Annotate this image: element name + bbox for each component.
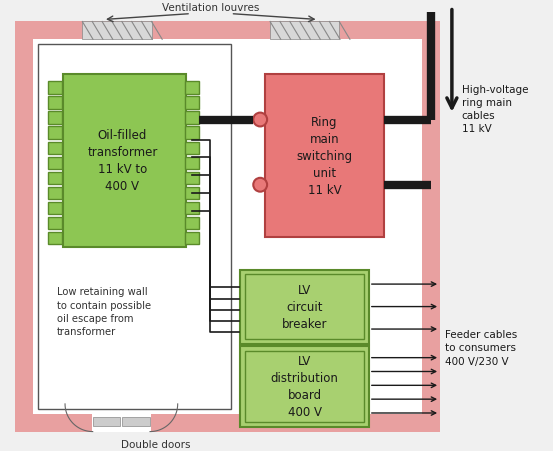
FancyBboxPatch shape [185, 187, 199, 199]
FancyBboxPatch shape [48, 187, 61, 199]
FancyBboxPatch shape [48, 157, 61, 170]
Text: Feeder cables
to consumers
400 V/230 V: Feeder cables to consumers 400 V/230 V [445, 329, 517, 366]
FancyBboxPatch shape [185, 112, 199, 124]
Text: Ventilation louvres: Ventilation louvres [162, 3, 259, 13]
FancyBboxPatch shape [15, 23, 440, 432]
FancyBboxPatch shape [185, 172, 199, 184]
FancyBboxPatch shape [241, 270, 369, 344]
FancyBboxPatch shape [48, 172, 61, 184]
Text: LV
circuit
breaker: LV circuit breaker [282, 283, 327, 330]
FancyBboxPatch shape [48, 217, 61, 230]
Text: High-voltage
ring main
cables
11 kV: High-voltage ring main cables 11 kV [462, 85, 528, 134]
FancyBboxPatch shape [48, 232, 61, 244]
FancyBboxPatch shape [185, 157, 199, 170]
Text: Double doors: Double doors [121, 439, 191, 450]
Text: Ring
main
switching
unit
11 kV: Ring main switching unit 11 kV [296, 115, 352, 197]
FancyBboxPatch shape [93, 417, 121, 426]
Text: Low retaining wall
to contain possible
oil escape from
transformer: Low retaining wall to contain possible o… [56, 287, 151, 336]
FancyBboxPatch shape [62, 75, 186, 247]
FancyBboxPatch shape [265, 75, 384, 237]
FancyBboxPatch shape [185, 97, 199, 110]
FancyBboxPatch shape [185, 127, 199, 139]
FancyBboxPatch shape [48, 112, 61, 124]
FancyBboxPatch shape [48, 202, 61, 215]
FancyBboxPatch shape [241, 346, 369, 427]
FancyBboxPatch shape [185, 142, 199, 154]
FancyBboxPatch shape [185, 202, 199, 215]
FancyBboxPatch shape [48, 82, 61, 94]
FancyBboxPatch shape [270, 23, 339, 40]
FancyBboxPatch shape [82, 23, 152, 40]
FancyBboxPatch shape [48, 127, 61, 139]
FancyBboxPatch shape [246, 275, 364, 339]
FancyBboxPatch shape [48, 97, 61, 110]
Circle shape [253, 113, 267, 127]
FancyBboxPatch shape [122, 417, 150, 426]
FancyBboxPatch shape [92, 414, 151, 432]
FancyBboxPatch shape [185, 82, 199, 94]
FancyBboxPatch shape [48, 142, 61, 154]
Text: Oil-filled
transformer
11 kV to
400 V: Oil-filled transformer 11 kV to 400 V [87, 129, 158, 193]
Circle shape [253, 179, 267, 192]
FancyBboxPatch shape [33, 40, 422, 414]
FancyBboxPatch shape [185, 232, 199, 244]
Text: LV
distribution
board
400 V: LV distribution board 400 V [271, 354, 338, 418]
FancyBboxPatch shape [185, 217, 199, 230]
FancyBboxPatch shape [246, 351, 364, 422]
